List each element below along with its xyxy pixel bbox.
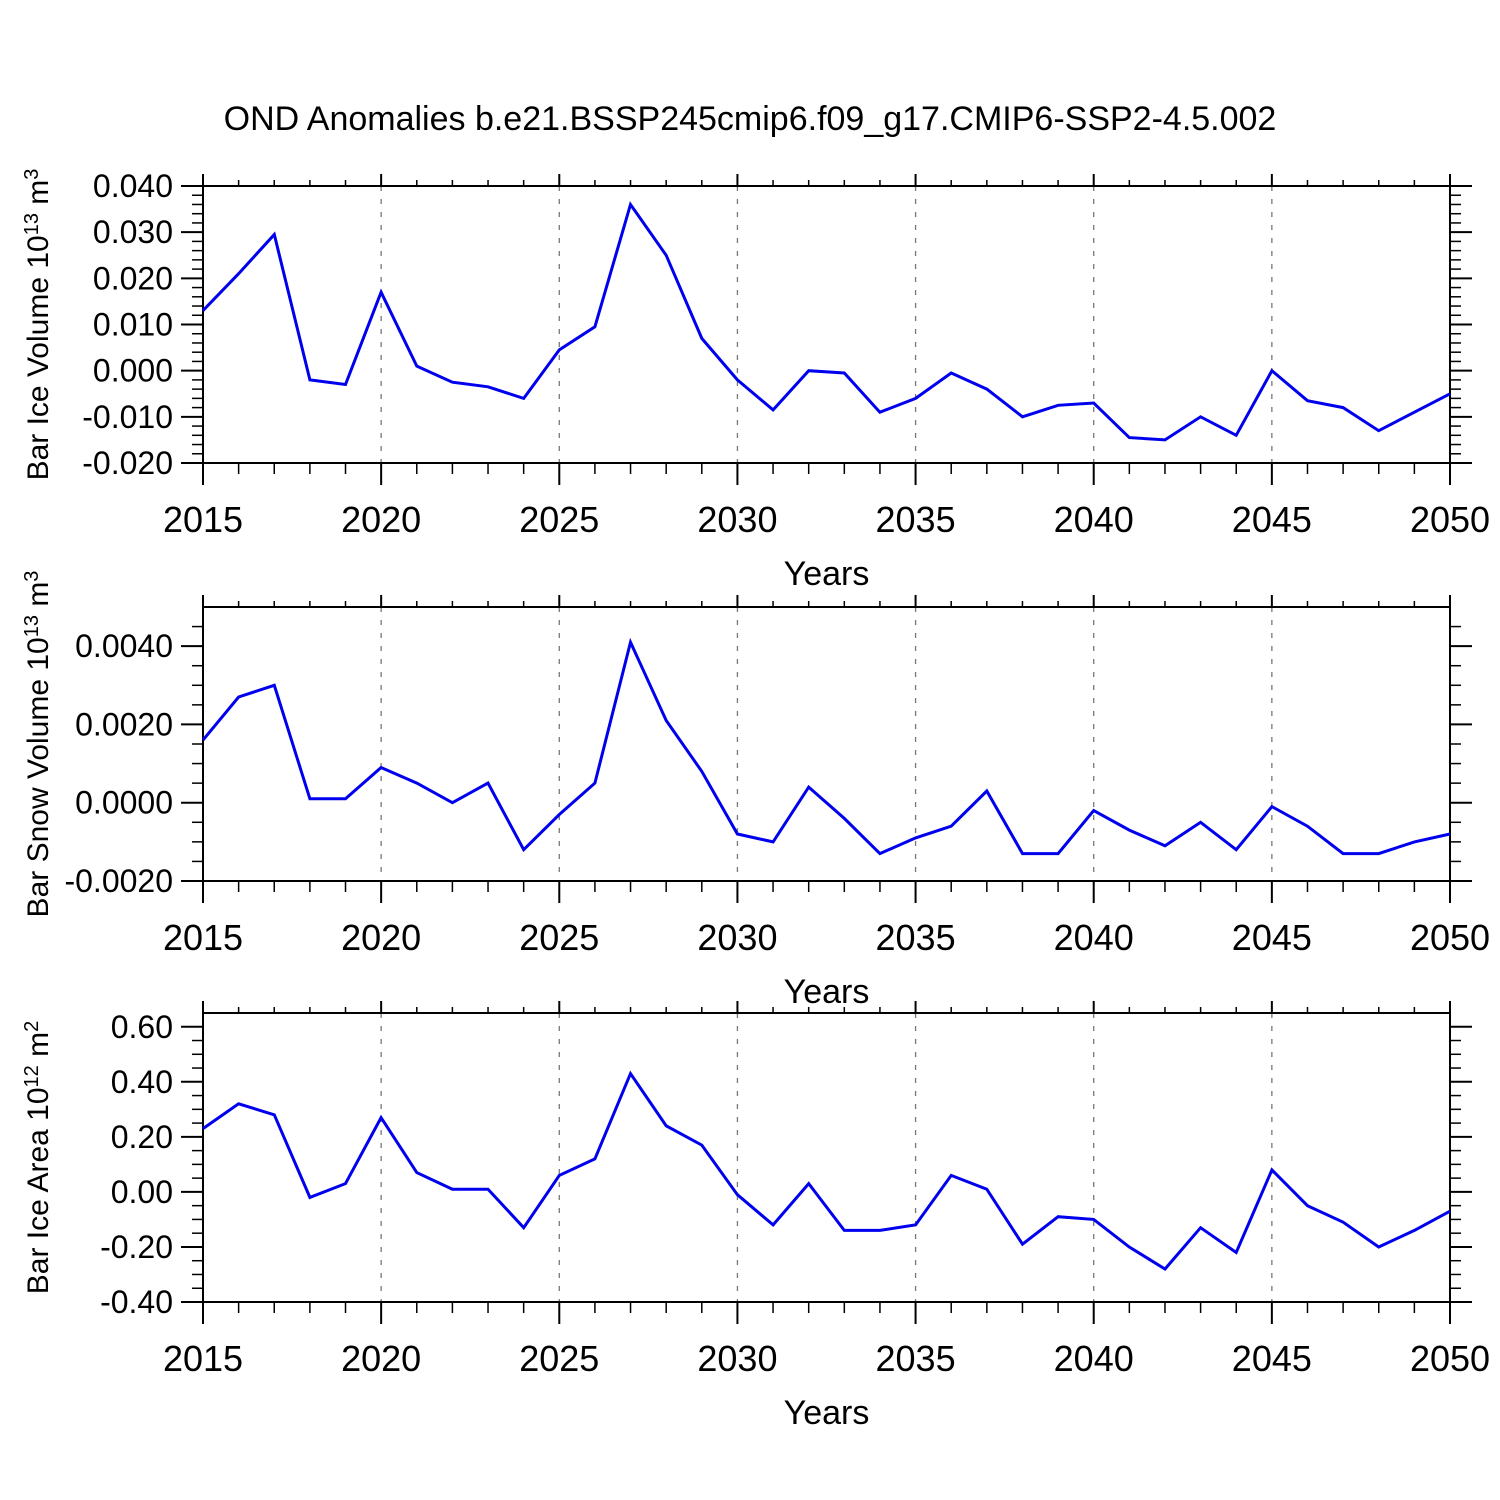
x-tick-label: 2020	[341, 1338, 421, 1379]
chart-ice-volume: 0.040 0.030 0.020 0.010 0.000 -0.010 -0.020 201…	[21, 168, 1490, 593]
plot-box	[202, 185, 1451, 464]
y-axis-title: Bar Ice Area 1012 m2	[21, 1021, 55, 1295]
charts-group: 0.040 0.030 0.020 0.010 0.000 -0.010 -0.020 201…	[21, 168, 1490, 1432]
x-tick-label: 2025	[519, 499, 599, 540]
y-tick-label: -0.0020	[64, 863, 173, 899]
x-tick-label: 2025	[519, 917, 599, 958]
x-tick-label: 2030	[697, 917, 777, 958]
y-tick-label: -0.020	[82, 445, 173, 481]
y-tick-label: 0.00	[111, 1174, 173, 1210]
x-axis-title: Years	[784, 555, 870, 593]
y-tick-label: 0.030	[93, 214, 173, 250]
y-tick-label: 0.40	[111, 1064, 173, 1100]
series-line	[201, 637, 1451, 856]
y-tick-label: 0.0040	[75, 628, 173, 664]
chart-snow-volume: 0.0040 0.0020 0.0000 -0.0020 2015 2020 2025 203…	[21, 571, 1490, 1011]
y-tick-label: -0.40	[100, 1284, 173, 1320]
x-tick-label: 2035	[876, 499, 956, 540]
x-tick-label: 2045	[1232, 499, 1312, 540]
y-tick-label: 0.010	[93, 307, 173, 343]
x-tick-label: 2020	[341, 917, 421, 958]
x-tick-label: 2040	[1054, 499, 1134, 540]
y-tick-label: 0.040	[93, 168, 173, 204]
x-tick-label: 2015	[163, 1338, 243, 1379]
x-tick-label: 2050	[1410, 499, 1490, 540]
x-tick-label: 2045	[1232, 917, 1312, 958]
x-tick-label: 2035	[876, 1338, 956, 1379]
x-tick-label: 2030	[697, 499, 777, 540]
x-tick-label: 2045	[1232, 1338, 1312, 1379]
chart-ice-area: 0.60 0.40 0.20 0.00 -0.20 -0.40 2015 2020 2025 20…	[21, 1001, 1490, 1432]
y-tick-label: 0.60	[111, 1009, 173, 1045]
series-line	[202, 1070, 1451, 1271]
y-tick-label: -0.010	[82, 399, 173, 435]
x-tick-label: 2030	[697, 1338, 777, 1379]
y-tick-label: -0.20	[100, 1229, 173, 1265]
x-tick-label: 2015	[163, 917, 243, 958]
x-tick-label: 2015	[163, 499, 243, 540]
y-tick-label: 0.0000	[75, 785, 173, 821]
plot-box	[202, 606, 1451, 882]
figure-title: OND Anomalies b.e21.BSSP245cmip6.f09_g17…	[224, 100, 1277, 138]
y-tick-label: 0.020	[93, 260, 173, 296]
y-tick-label: 0.0020	[75, 706, 173, 742]
x-axis-title: Years	[784, 1394, 870, 1432]
x-axis-title: Years	[784, 973, 870, 1011]
y-tick-label: 0.000	[93, 353, 173, 389]
plot-box	[202, 1012, 1451, 1303]
x-tick-label: 2025	[519, 1338, 599, 1379]
y-axis-title: Bar Snow Volume 1013 m3	[21, 571, 55, 918]
series-line	[201, 201, 1451, 442]
x-tick-label: 2050	[1410, 1338, 1490, 1379]
y-tick-label: 0.20	[111, 1119, 173, 1155]
x-tick-label: 2050	[1410, 917, 1490, 958]
x-tick-label: 2040	[1054, 1338, 1134, 1379]
x-tick-label: 2020	[341, 499, 421, 540]
x-tick-label: 2035	[876, 917, 956, 958]
x-tick-label: 2040	[1054, 917, 1134, 958]
y-axis-title: Bar Ice Volume 1013 m3	[21, 169, 55, 481]
